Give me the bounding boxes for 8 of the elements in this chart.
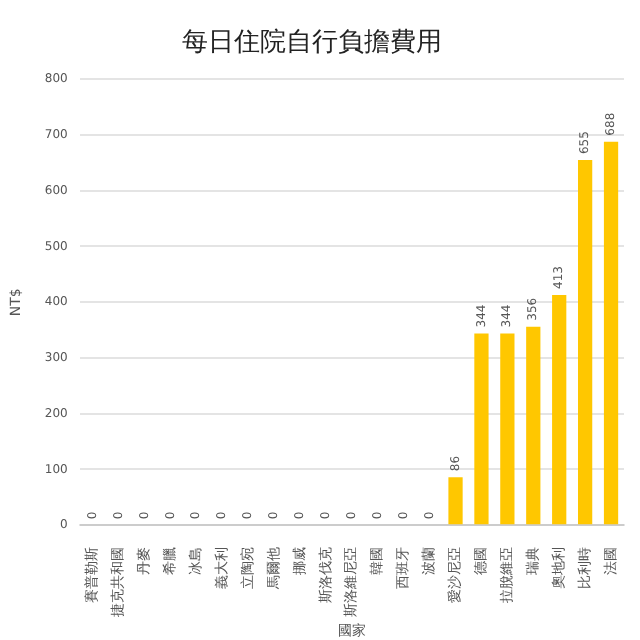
bar (577, 160, 593, 525)
bar (552, 294, 567, 525)
bar (448, 477, 463, 525)
bar (526, 326, 541, 525)
chart-title: 每日住院自行負擔費用 (182, 28, 442, 59)
bar (500, 333, 515, 525)
bar (474, 333, 489, 525)
bar (603, 141, 619, 525)
